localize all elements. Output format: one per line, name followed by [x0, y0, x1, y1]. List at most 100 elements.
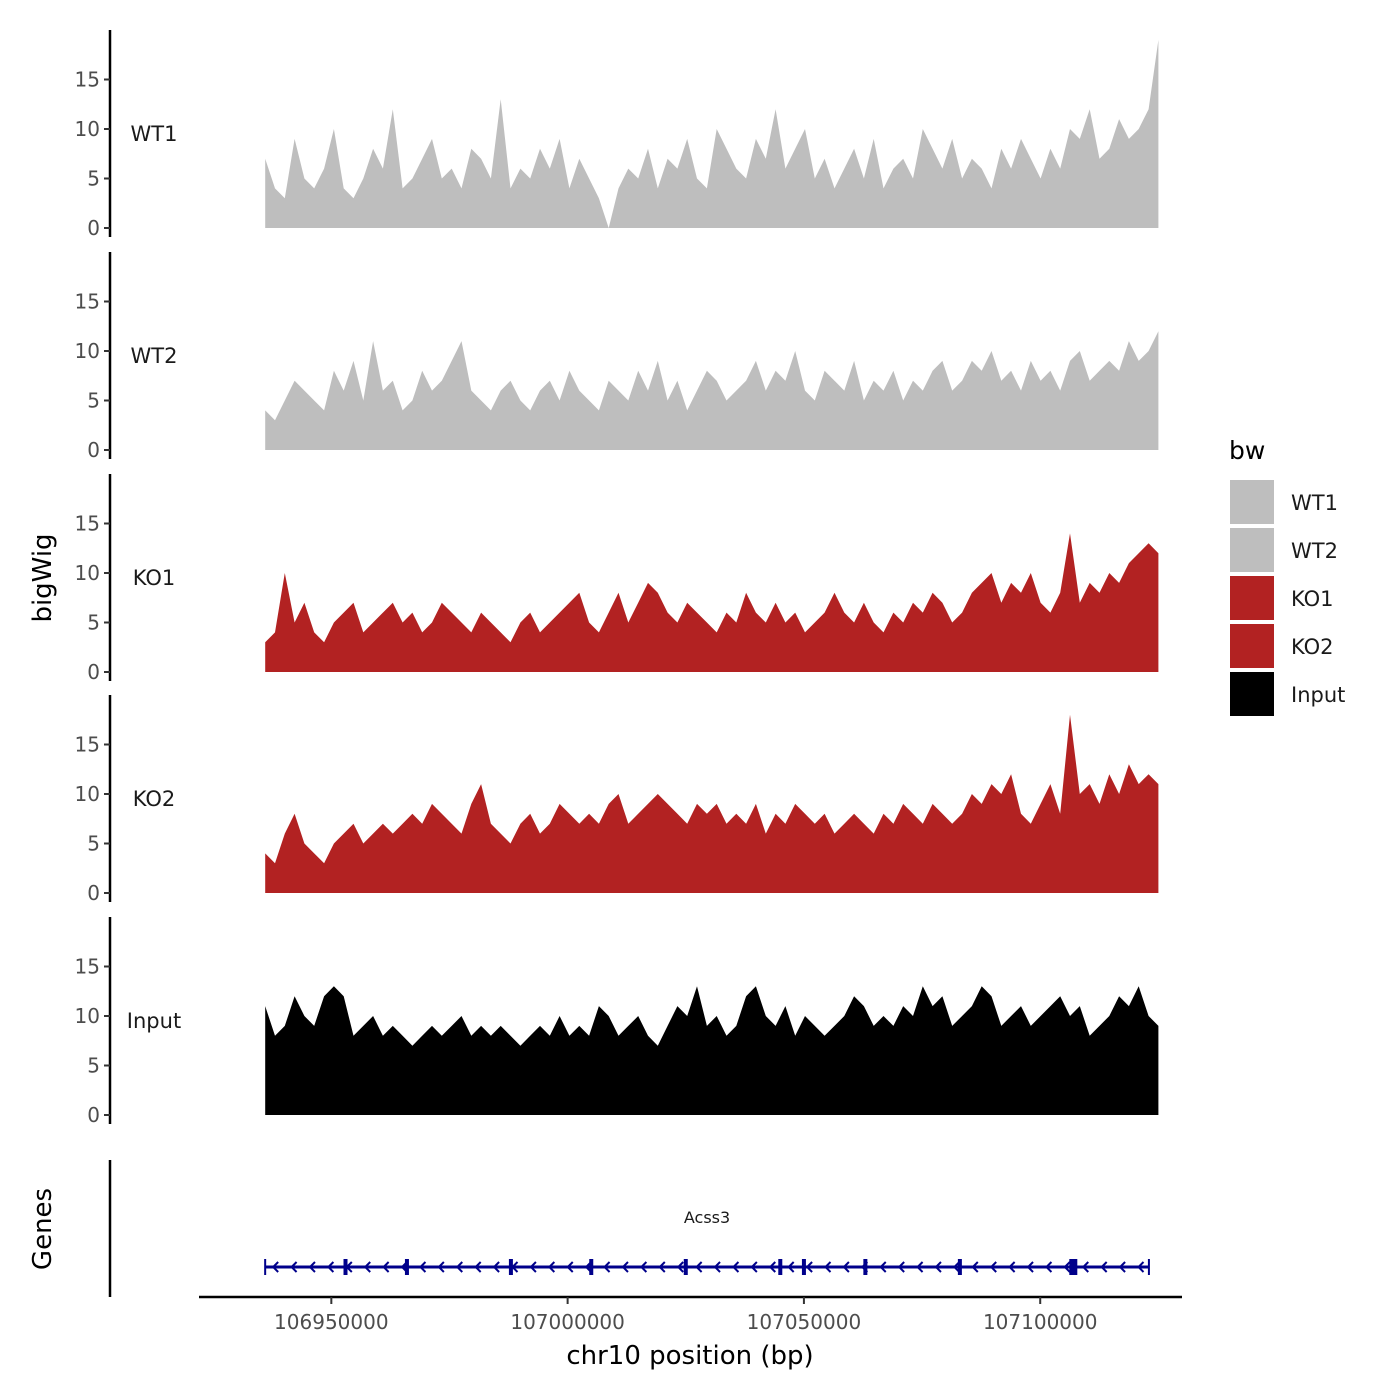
y-tick-label-ko2-5: 5	[87, 832, 100, 856]
signal-area-ko1	[265, 533, 1159, 672]
strand-chevron	[1118, 1261, 1126, 1273]
strand-chevron	[492, 1261, 500, 1273]
x-axis: 106950000 107000000 107050000 107100000 chr…	[199, 1295, 1182, 1371]
strand-chevron	[603, 1261, 611, 1273]
strand-chevron	[1137, 1261, 1145, 1273]
strand-chevron	[916, 1261, 924, 1273]
signal-area-wt2	[265, 331, 1159, 450]
y-tick-label-input-10: 10	[75, 1004, 100, 1028]
strand-chevron	[658, 1261, 666, 1273]
signal-area-input	[265, 986, 1159, 1115]
strand-chevron	[326, 1261, 335, 1273]
y-tick-label-ko2-15: 15	[75, 733, 100, 757]
y-tick-label-wt2-15: 15	[75, 290, 100, 314]
strand-chevron	[934, 1261, 942, 1273]
strand-chevron	[1026, 1261, 1034, 1273]
exon	[863, 1259, 868, 1275]
strand-chevron	[271, 1261, 279, 1273]
y-tick-label-wt2-10: 10	[75, 339, 100, 363]
y-tick-label-wt2-5: 5	[87, 389, 100, 413]
legend-item-wt1: WT1	[1230, 480, 1338, 524]
legend-label-input: Input	[1291, 683, 1345, 707]
y-tick-label-ko1-10: 10	[75, 561, 100, 585]
legend-label-ko1: KO1	[1291, 587, 1334, 611]
legend-item-ko2: KO2	[1230, 624, 1334, 668]
track-label-input: Input	[127, 1009, 181, 1033]
strand-chevron	[989, 1261, 997, 1273]
exon	[589, 1259, 594, 1275]
strand-chevron	[952, 1261, 961, 1273]
strand-chevron	[566, 1261, 574, 1273]
y-axis-title: bigWig	[28, 533, 58, 622]
x-tick-label-107100000: 107100000	[983, 1310, 1098, 1334]
x-tick-label-107050000: 107050000	[747, 1310, 862, 1334]
legend-title: bw	[1229, 436, 1265, 465]
bigwig-tracks: 0 5 10 15 WT1 0 5 10 15 WT2 0 5 10 15 KO1 0 5 10 15 KO2 0 5 10…	[75, 30, 1159, 1127]
x-ticks: 106950000 107000000 107050000 107100000	[274, 1297, 1097, 1334]
track-input: 0 5 10 15 Input	[75, 917, 1159, 1127]
y-tick-label-wt1-0: 0	[87, 216, 100, 240]
strand-chevron	[750, 1261, 758, 1273]
exon	[957, 1259, 962, 1275]
strand-chevron	[713, 1261, 721, 1273]
signal-area-ko2	[265, 714, 1159, 893]
x-tick-label-106950000: 106950000	[274, 1310, 389, 1334]
strand-chevron	[1081, 1261, 1089, 1273]
strand-chevron	[897, 1261, 905, 1273]
gene-panel-title: Genes	[28, 1188, 58, 1270]
strand-chevron	[529, 1261, 537, 1273]
strand-chevron	[1045, 1261, 1053, 1273]
strand-chevron	[1063, 1261, 1071, 1273]
strand-chevron	[639, 1261, 648, 1273]
strand-chevron	[419, 1261, 427, 1273]
legend-items: WT1 WT2 KO1 KO2 Input	[1230, 480, 1345, 716]
legend-label-ko2: KO2	[1291, 635, 1334, 659]
strand-chevron	[971, 1261, 979, 1273]
y-tick-label-ko1-5: 5	[87, 611, 100, 635]
y-tick-label-input-0: 0	[87, 1103, 100, 1127]
strand-chevron	[290, 1261, 298, 1273]
legend-swatch-wt2	[1230, 528, 1274, 572]
track-ko1: 0 5 10 15 KO1	[75, 474, 1159, 684]
strand-chevron	[621, 1261, 629, 1273]
legend-item-input: Input	[1230, 672, 1345, 716]
legend-swatch-input	[1230, 672, 1274, 716]
legend-swatch-ko1	[1230, 576, 1274, 620]
y-tick-label-ko2-0: 0	[87, 881, 100, 905]
y-tick-label-wt1-5: 5	[87, 167, 100, 191]
exon	[778, 1259, 783, 1275]
strand-chevron	[308, 1261, 316, 1273]
gene-models: Acss3	[264, 1208, 1150, 1275]
strand-chevron	[676, 1261, 684, 1273]
legend-item-wt2: WT2	[1230, 528, 1338, 572]
track-label-ko1: KO1	[133, 566, 176, 590]
strand-chevron	[768, 1261, 776, 1273]
y-tick-label-wt1-10: 10	[75, 117, 100, 141]
legend-swatch-wt1	[1230, 480, 1274, 524]
track-ko2: 0 5 10 15 KO2	[75, 695, 1159, 905]
strand-chevron	[474, 1261, 482, 1273]
strand-chevron	[363, 1261, 371, 1273]
exon	[683, 1259, 688, 1275]
strand-chevron	[1008, 1261, 1016, 1273]
strand-chevron	[1100, 1261, 1108, 1273]
legend-label-wt1: WT1	[1291, 491, 1338, 515]
signal-area-wt1	[265, 39, 1159, 229]
y-tick-label-ko2-10: 10	[75, 782, 100, 806]
x-axis-title: chr10 position (bp)	[566, 1341, 813, 1371]
strand-chevron	[382, 1261, 390, 1273]
y-tick-label-input-15: 15	[75, 955, 100, 979]
exon	[801, 1259, 806, 1275]
track-wt1: 0 5 10 15 WT1	[75, 30, 1159, 240]
track-wt2: 0 5 10 15 WT2	[75, 252, 1159, 462]
strand-chevron	[547, 1261, 556, 1273]
track-label-wt1: WT1	[131, 122, 178, 146]
strand-chevron	[879, 1261, 887, 1273]
strand-chevron	[437, 1261, 445, 1273]
exon	[343, 1259, 348, 1275]
exon	[508, 1259, 513, 1275]
track-label-wt2: WT2	[131, 344, 178, 368]
y-tick-label-ko1-0: 0	[87, 660, 100, 684]
legend-item-ko1: KO1	[1230, 576, 1334, 620]
